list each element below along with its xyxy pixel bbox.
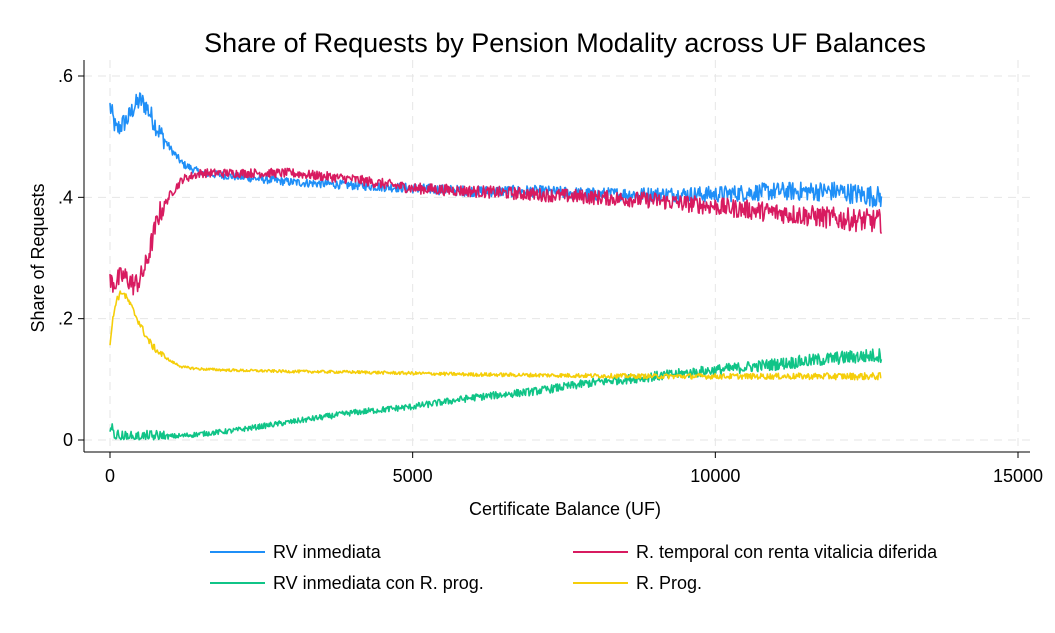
y-ticks: 0 .2 .4 .6: [58, 66, 84, 450]
legend-label: RV inmediata con R. prog.: [273, 573, 484, 593]
y-axis-label: Share of Requests: [28, 183, 48, 332]
legend-label: RV inmediata: [273, 542, 382, 562]
y-tick-label: 0: [63, 430, 73, 450]
chart-title: Share of Requests by Pension Modality ac…: [204, 28, 926, 58]
legend-label: R. Prog.: [636, 573, 702, 593]
x-tick-label: 10000: [690, 466, 740, 486]
legend-label: R. temporal con renta vitalicia diferida: [636, 542, 938, 562]
series-layer: [109, 92, 883, 441]
series-line: [109, 348, 883, 441]
x-tick-label: 15000: [993, 466, 1043, 486]
y-tick-label: .4: [58, 187, 73, 207]
legend: RV inmediata R. temporal con renta vitali…: [210, 542, 938, 593]
x-axis-label: Certificate Balance (UF): [469, 499, 661, 519]
series-line: [109, 290, 882, 381]
x-tick-label: 5000: [393, 466, 433, 486]
x-ticks: 0 5000 10000 15000: [105, 452, 1043, 486]
x-tick-label: 0: [105, 466, 115, 486]
y-tick-label: .2: [58, 309, 73, 329]
y-tick-label: .6: [58, 66, 73, 86]
series-line: [109, 167, 883, 296]
series-line: [109, 92, 883, 208]
